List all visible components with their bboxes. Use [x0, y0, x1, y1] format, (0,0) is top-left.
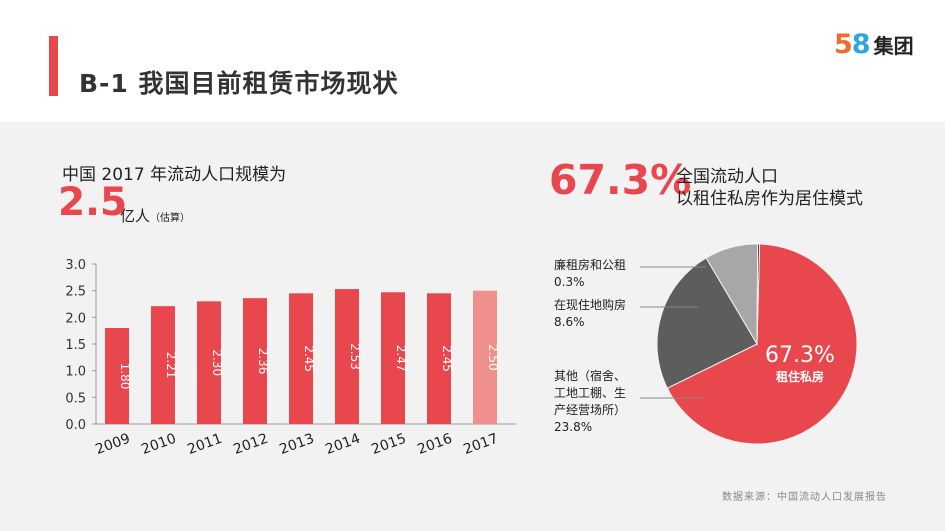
- pie-rent-name: 租住私房: [776, 369, 824, 384]
- y-tick-label: 1.0: [65, 365, 86, 380]
- bar-2011: [197, 301, 221, 424]
- bar-value-label: 2.45: [440, 345, 454, 372]
- x-tick-label: 2010: [139, 431, 178, 458]
- title-accent-bar: [49, 36, 58, 96]
- x-tick-label: 2009: [93, 431, 132, 458]
- logo-digit-5: 5: [834, 28, 853, 60]
- bar-value-label: 1.80: [118, 363, 132, 390]
- pie-label-public-name: 廉租房和公租: [554, 258, 627, 272]
- pie-label-other-line2: 工地工棚、生: [554, 386, 627, 400]
- x-tick-label: 2012: [231, 431, 270, 458]
- bar-2009: [105, 328, 129, 424]
- x-tick-label: 2013: [277, 431, 316, 458]
- y-tick-label: 3.0: [65, 258, 86, 273]
- brand-logo: 5 8 集团: [834, 29, 914, 59]
- rent-headline-line1: 全国流动人口: [676, 167, 778, 187]
- x-tick-label: 2014: [323, 431, 362, 458]
- pie-slice-public: [756, 243, 761, 345]
- logo-digit-8: 8: [851, 28, 871, 60]
- data-source: 数据来源：中国流动人口发展报告: [722, 492, 887, 503]
- pie-chart: 67.3%租住私房: [640, 243, 858, 445]
- x-tick-label: 2016: [415, 431, 454, 458]
- pie-label-public: 廉租房和公租 0.3%: [554, 257, 626, 291]
- y-tick-label: 2.5: [65, 285, 86, 300]
- x-tick-label: 2017: [461, 431, 500, 458]
- pie-label-other-line3: 产经营场所）: [554, 403, 627, 417]
- population-unit: 亿人（估算）: [120, 205, 190, 226]
- x-tick-label: 2011: [185, 431, 224, 458]
- y-tick-label: 1.5: [65, 338, 86, 353]
- bar-value-label: 2.50: [486, 344, 500, 371]
- pie-label-other-value: 23.8%: [554, 420, 593, 434]
- logo-name: 集团: [873, 33, 914, 58]
- bar-value-label: 2.47: [394, 345, 408, 372]
- bar-value-label: 2.36: [256, 348, 270, 375]
- pie-label-buy-value: 8.6%: [554, 315, 585, 329]
- pie-label-other: 其他（宿舍、 工地工棚、生 产经营场所） 23.8%: [554, 368, 626, 436]
- bar-2017: [473, 290, 497, 424]
- rent-headline-line2: 以租住私房作为居住模式: [676, 189, 863, 209]
- pie-label-public-value: 0.3%: [554, 275, 585, 289]
- bar-value-label: 2.53: [348, 343, 362, 370]
- pie-slice-rent: [666, 243, 858, 445]
- population-value: 2.5: [58, 180, 128, 225]
- header: B-1 我国目前租赁市场现状 5 8 集团: [0, 0, 945, 122]
- bar-2010: [151, 306, 175, 424]
- bar-2015: [381, 292, 405, 424]
- page-title: B-1 我国目前租赁市场现状: [79, 69, 399, 98]
- unit-text: 亿人: [120, 207, 151, 225]
- pie-label-other-line1: 其他（宿舍、: [554, 369, 627, 383]
- pie-rent-value: 67.3%: [765, 343, 835, 368]
- y-tick-label: 0.0: [65, 418, 86, 433]
- bar-value-label: 2.30: [210, 349, 224, 376]
- bar-value-label: 2.21: [164, 352, 178, 379]
- rent-share-value: 67.3%: [549, 156, 692, 204]
- bar-2014: [335, 289, 359, 424]
- y-tick-label: 2.0: [65, 311, 86, 326]
- bar-2012: [243, 298, 267, 424]
- x-tick-label: 2015: [369, 431, 408, 458]
- y-tick-label: 0.5: [65, 391, 86, 406]
- bar-value-label: 2.45: [302, 345, 316, 372]
- pie-label-buy: 在现住地购房 8.6%: [554, 297, 626, 331]
- pie-label-buy-name: 在现住地购房: [554, 298, 627, 312]
- bar-2016: [427, 293, 451, 424]
- bar-chart: 0.0 0.5 1.0 1.5 2.0 2.5 3.0 1.80 2009 2.21 2010 2.3…: [65, 258, 516, 458]
- pie-slice-other: [656, 257, 758, 389]
- unit-note: （估算）: [150, 213, 191, 224]
- bar-headline: 中国 2017 年流动人口规模为: [62, 165, 287, 185]
- bar-2013: [289, 293, 313, 424]
